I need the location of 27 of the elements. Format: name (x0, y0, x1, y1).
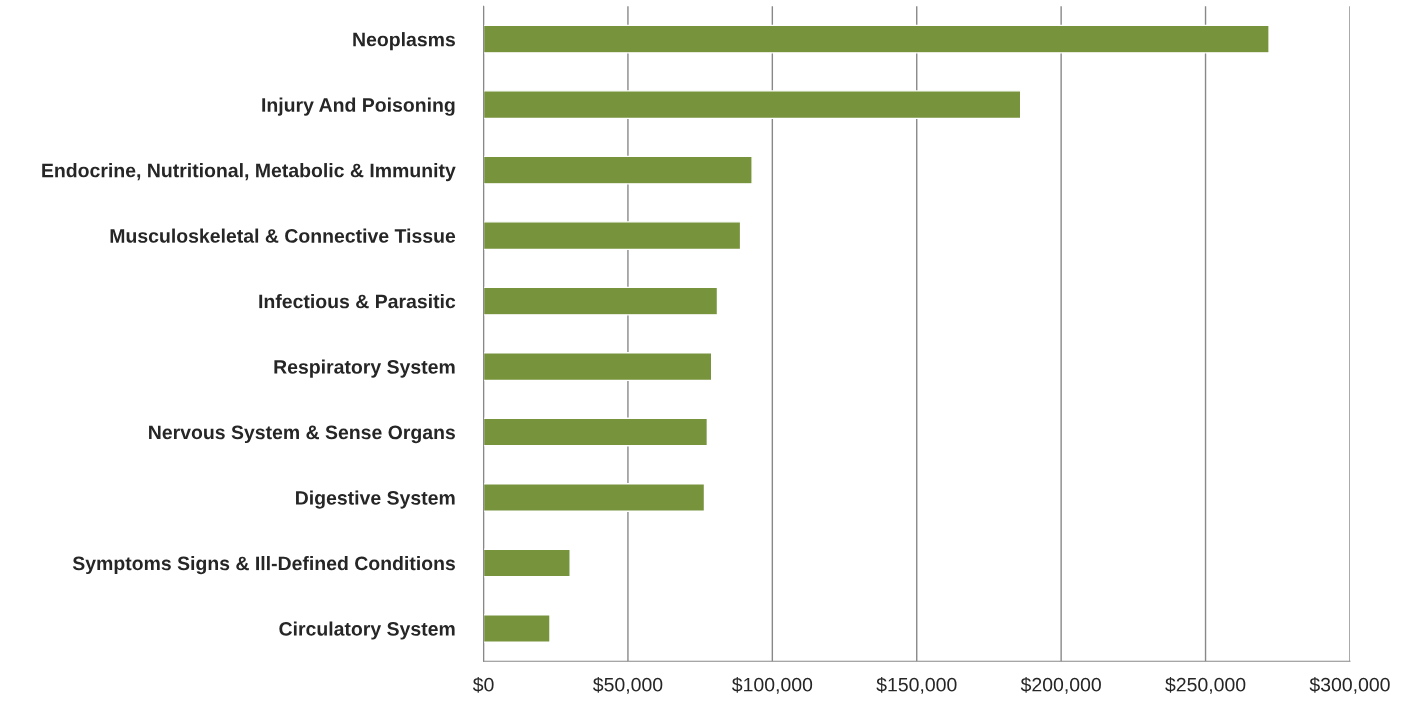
bar (483, 352, 713, 382)
bar (483, 155, 753, 185)
bar (483, 483, 706, 512)
x-tick-label: $200,000 (1020, 676, 1101, 694)
x-tick-label: $300,000 (1309, 676, 1390, 694)
x-tick-label: $250,000 (1165, 676, 1246, 694)
bar (483, 221, 742, 251)
y-tick-label: Infectious & Parasitic (259, 294, 456, 309)
bar (483, 24, 1270, 54)
y-tick-label: Neoplasms (353, 32, 455, 51)
bar (483, 90, 1022, 120)
bar (483, 614, 551, 643)
bar (483, 417, 709, 447)
y-tick-label: Musculoskeletal & Connective Tissue (110, 228, 456, 243)
x-tick-label: $50,000 (593, 676, 663, 694)
y-tick-label: Respiratory System (274, 359, 455, 378)
x-tick-label: $0 (472, 676, 494, 693)
x-tick-label: $150,000 (876, 676, 957, 694)
y-tick-label: Circulatory System (279, 621, 455, 640)
y-tick-label: Digestive System (296, 490, 455, 509)
y-tick-label: Nervous System & Sense Organs (149, 425, 455, 444)
y-tick-label: Symptoms Signs & Ill-Defined Conditions (72, 555, 455, 575)
y-tick-label: Endocrine, Nutritional, Metabolic & Immunity (42, 163, 456, 182)
bar (483, 286, 719, 316)
y-tick-label: Injury And Poisoning (262, 97, 455, 116)
bar (483, 548, 571, 578)
x-tick-label: $100,000 (732, 676, 813, 694)
